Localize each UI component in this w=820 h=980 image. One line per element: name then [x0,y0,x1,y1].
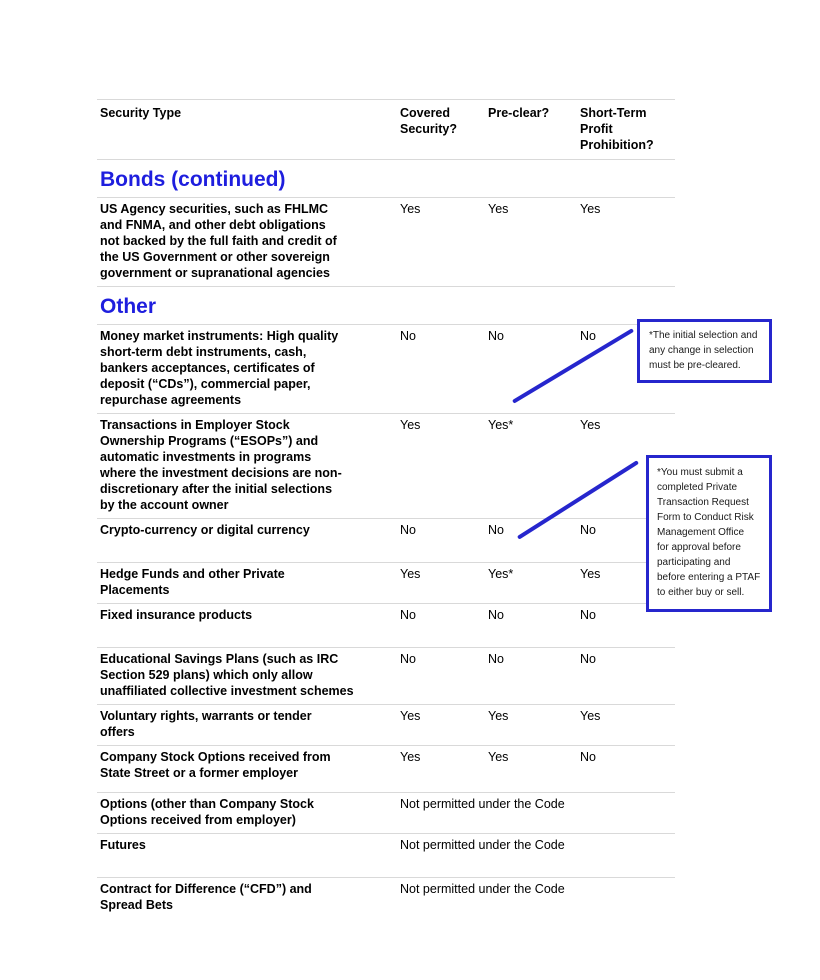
covered-cell: Yes [400,567,421,581]
short-term-cell: Yes [580,418,601,432]
preclear-cell: No [488,652,504,666]
header-preclear: Pre-clear? [488,106,550,120]
security-type-cell: Contract for Difference (“CFD”) and Spre… [100,882,312,912]
security-type-cell: Crypto-currency or digital currency [100,523,310,537]
short-term-cell: No [580,329,596,343]
header-short-term: Short-Term Profit Prohibition? [580,106,654,152]
security-type-cell: Transactions in Employer Stock Ownership… [100,418,342,512]
covered-cell: Yes [400,418,421,432]
covered-cell: No [400,329,416,343]
table-row-futures: Futures Not permitted under the Code [97,834,675,878]
short-term-cell: No [580,523,596,537]
preclear-cell: Yes* [488,418,514,432]
header-covered-security: Covered Security? [400,106,457,136]
security-type-cell: Fixed insurance products [100,608,253,622]
not-permitted-cell: Not permitted under the Code [400,882,565,896]
preclear-cell: No [488,329,504,343]
table-row-options-other: Options (other than Company Stock Option… [97,793,675,834]
short-term-cell: Yes [580,202,601,216]
security-type-cell: Money market instruments: High quality s… [100,329,339,407]
table-row-fixed-insurance: Fixed insurance products No No No [97,604,675,648]
covered-cell: Yes [400,202,421,216]
security-type-cell: Options (other than Company Stock Option… [100,797,314,827]
security-type-cell: Educational Savings Plans (such as IRC S… [100,652,354,698]
table-row-hedge-funds: Hedge Funds and other Private Placements… [97,563,675,604]
table-row-voluntary-rights: Voluntary rights, warrants or tender off… [97,705,675,746]
table-row-esop: Transactions in Employer Stock Ownership… [97,414,675,519]
table-row-educational-savings: Educational Savings Plans (such as IRC S… [97,648,675,705]
securities-table: Security Type Covered Security? Pre-clea… [97,99,675,918]
covered-cell: Yes [400,750,421,764]
table-row-cfd: Contract for Difference (“CFD”) and Spre… [97,878,675,918]
not-permitted-cell: Not permitted under the Code [400,838,565,852]
covered-cell: No [400,608,416,622]
callout-ptaf-note: *You must submit a completed Private Tra… [646,455,772,612]
callout-preclear-note: *The initial selection and any change in… [637,319,772,383]
short-term-cell: Yes [580,567,601,581]
table-row-crypto: Crypto-currency or digital currency No N… [97,519,675,563]
section-heading-bonds: Bonds (continued) [97,160,675,198]
preclear-cell: Yes* [488,567,514,581]
table-header-row: Security Type Covered Security? Pre-clea… [97,100,675,160]
section-heading-other: Other [97,287,675,325]
security-type-cell: Voluntary rights, warrants or tender off… [100,709,312,739]
header-security-type: Security Type [100,106,182,120]
covered-cell: Yes [400,709,421,723]
table-row-us-agency: US Agency securities, such as FHLMC and … [97,198,675,287]
security-type-cell: Futures [100,838,146,852]
short-term-cell: No [580,652,596,666]
security-type-cell: US Agency securities, such as FHLMC and … [100,202,337,280]
security-type-cell: Company Stock Options received from Stat… [100,750,331,780]
table-row-money-market: Money market instruments: High quality s… [97,325,675,414]
not-permitted-cell: Not permitted under the Code [400,797,565,811]
security-type-cell: Hedge Funds and other Private Placements [100,567,285,597]
short-term-cell: No [580,608,596,622]
table-row-company-stock-options: Company Stock Options received from Stat… [97,746,675,793]
covered-cell: No [400,652,416,666]
short-term-cell: Yes [580,709,601,723]
covered-cell: No [400,523,416,537]
preclear-cell: Yes [488,709,509,723]
preclear-cell: No [488,608,504,622]
preclear-cell: Yes [488,750,509,764]
preclear-cell: Yes [488,202,509,216]
preclear-cell: No [488,523,504,537]
short-term-cell: No [580,750,596,764]
